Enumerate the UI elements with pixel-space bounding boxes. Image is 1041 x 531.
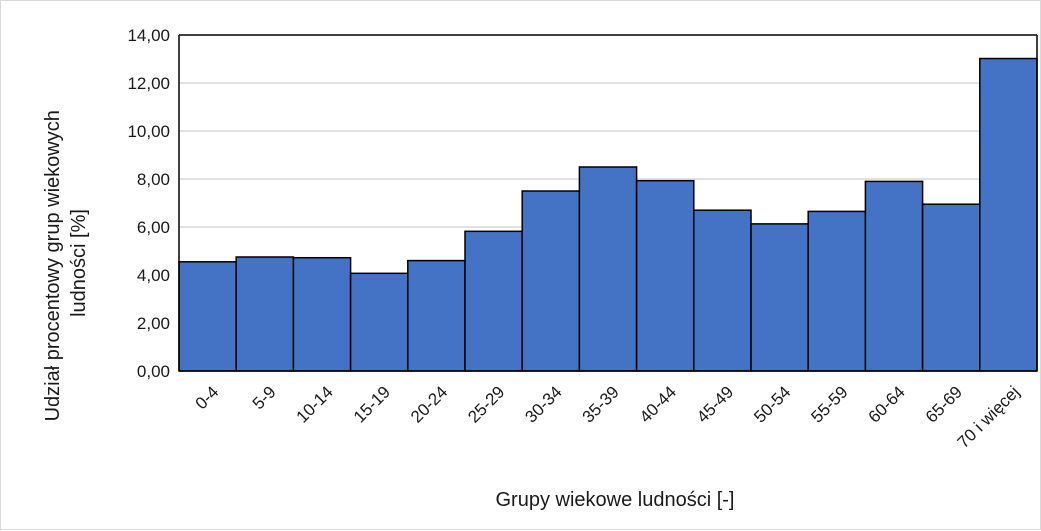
x-tick-label: 35-39 xyxy=(579,382,623,426)
bar-10-14 xyxy=(292,256,352,372)
x-tick-labels: 0-4 5-9 10-14 15-19 20-24 25-29 30-34 35-39 40-4… xyxy=(192,382,1024,452)
y-tick-label: 8,00 xyxy=(137,170,170,189)
x-axis-title: Grupy wiekowe ludności [-] xyxy=(496,489,735,511)
bars xyxy=(178,57,1038,372)
x-tick-label: 65-69 xyxy=(922,382,966,426)
bar-60-64 xyxy=(864,180,924,372)
bar-45-49 xyxy=(693,209,752,372)
x-tick-label: 10-14 xyxy=(293,382,337,426)
x-tick-label: 25-29 xyxy=(464,382,508,426)
x-tick-label: 70 i więcej xyxy=(954,382,1024,452)
x-tick-label: 20-24 xyxy=(407,382,451,426)
bar-30-34 xyxy=(521,190,581,372)
bar-0-4 xyxy=(178,261,237,372)
x-tick-label: 40-44 xyxy=(636,382,680,426)
y-tick-label: 12,00 xyxy=(127,74,170,93)
bar-55-59 xyxy=(807,210,867,372)
y-tick-label: 4,00 xyxy=(137,266,170,285)
y-axis-title-line-1: Udział procentowy grup wiekowych xyxy=(42,110,64,421)
bar-5-9 xyxy=(235,256,295,372)
y-axis-title-line-2: ludności [%] xyxy=(68,209,90,317)
y-axis-title: Udział procentowy grup wiekowych ludnośc… xyxy=(42,105,90,422)
bar-20-24 xyxy=(407,259,466,372)
axes xyxy=(178,34,1038,372)
x-tick-label: 15-19 xyxy=(350,382,394,426)
x-tick-label: 60-64 xyxy=(865,382,909,426)
bar-25-29 xyxy=(464,230,523,372)
bar-15-19 xyxy=(349,272,409,372)
y-tick-label: 0,00 xyxy=(137,362,170,381)
y-tick-label: 6,00 xyxy=(137,218,170,237)
y-tick-label: 2,00 xyxy=(137,314,170,333)
x-tick-label: 45-49 xyxy=(693,382,737,426)
y-tick-label: 14,00 xyxy=(127,26,170,45)
bar-65-69 xyxy=(921,203,981,372)
x-tick-label: 30-34 xyxy=(521,382,565,426)
bar-70-i-więcej xyxy=(979,57,1038,372)
bar-40-44 xyxy=(635,179,695,372)
x-tick-label: 5-9 xyxy=(249,382,280,413)
x-tick-label: 0-4 xyxy=(192,382,223,413)
bar-50-54 xyxy=(750,223,809,372)
x-tick-label: 50-54 xyxy=(750,382,794,426)
y-tick-label: 10,00 xyxy=(127,122,170,141)
x-tick-label: 55-59 xyxy=(807,382,851,426)
bar-35-39 xyxy=(578,166,638,372)
y-tick-labels: 0,00 2,00 4,00 6,00 8,00 10,00 12,00 14,00 xyxy=(127,26,170,381)
